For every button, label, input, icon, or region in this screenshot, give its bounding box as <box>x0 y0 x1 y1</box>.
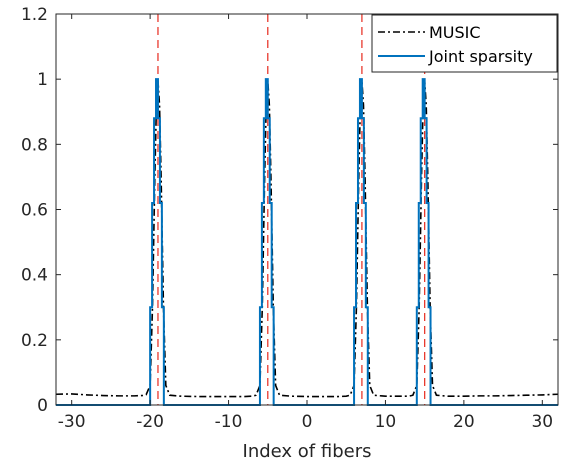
legend-label-joint-sparsity: Joint sparsity <box>428 47 533 66</box>
x-axis-label: Index of fibers <box>243 441 372 462</box>
legend-label-music: MUSIC <box>429 23 481 42</box>
y-tick-label: 0.2 <box>21 331 48 351</box>
y-tick-label: 1.2 <box>21 5 48 25</box>
y-tick-label: 1 <box>37 70 48 90</box>
x-tick-label: -20 <box>136 412 164 432</box>
x-axis: -30 -20 -10 0 10 20 30 <box>58 14 553 432</box>
x-tick-label: -10 <box>215 412 243 432</box>
x-tick-label: -30 <box>58 412 86 432</box>
y-tick-label: 0.4 <box>21 266 48 286</box>
legend-box <box>371 14 558 73</box>
legend: MUSIC Joint sparsity <box>371 14 558 73</box>
x-tick-label: 10 <box>375 412 397 432</box>
plot-area <box>56 14 558 405</box>
y-axis: 0 0.2 0.4 0.6 0.8 1 1.2 <box>21 5 558 416</box>
y-tick-label: 0 <box>37 396 48 416</box>
x-tick-label: 30 <box>531 412 553 432</box>
y-tick-label: 0.8 <box>21 135 48 155</box>
y-tick-label: 0.6 <box>21 201 48 221</box>
x-tick-label: 20 <box>453 412 475 432</box>
x-tick-label: 0 <box>302 412 313 432</box>
plot-background <box>56 14 558 405</box>
